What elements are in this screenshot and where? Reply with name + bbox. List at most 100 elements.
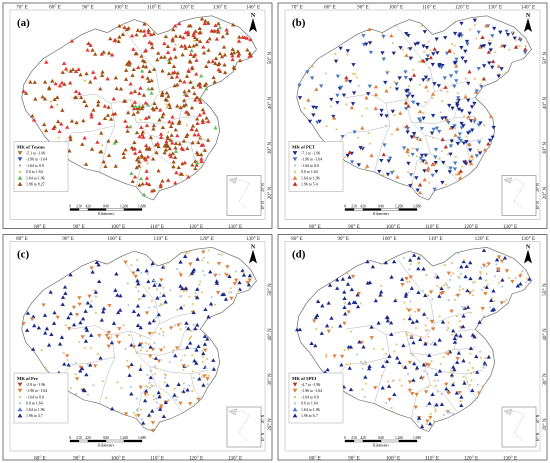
station-marker: [459, 394, 464, 399]
station-marker: [491, 307, 497, 311]
station-marker: [418, 83, 421, 86]
legend-item: 0.0 to 1.64: [293, 402, 318, 406]
lon-label-top: 120° E: [475, 235, 489, 242]
station-marker: [406, 281, 409, 284]
station-marker: [44, 128, 49, 133]
station-marker: [236, 53, 241, 58]
station-marker: [180, 147, 186, 152]
station-marker: [389, 332, 394, 337]
station-marker: [69, 387, 72, 390]
station-marker: [447, 48, 452, 53]
station-marker: [196, 140, 201, 145]
station-marker: [395, 126, 400, 131]
station-marker: [192, 323, 195, 326]
station-marker: [380, 374, 383, 377]
station-marker: [142, 59, 147, 64]
station-marker: [144, 169, 149, 173]
station-marker: [144, 294, 147, 297]
station-marker: [186, 88, 192, 93]
legend-symbol: [18, 395, 22, 399]
station-marker: [150, 261, 155, 266]
station-marker: [479, 272, 482, 275]
station-marker: [163, 381, 166, 384]
station-marker: [196, 344, 201, 348]
inset-land: [503, 177, 513, 184]
station-marker: [172, 47, 177, 51]
station-marker: [60, 295, 66, 299]
station-marker: [442, 284, 445, 287]
legend-item-label: 0.0 to 1.64: [301, 170, 318, 174]
station-marker: [60, 108, 65, 112]
station-marker: [159, 278, 164, 283]
station-marker: [135, 109, 140, 114]
station-marker: [482, 147, 488, 152]
station-marker: [153, 305, 156, 308]
station-marker: [195, 121, 200, 125]
station-marker: [467, 291, 473, 295]
station-marker: [443, 116, 448, 120]
scale-segment: [398, 439, 418, 443]
lon-label-bottom: 130° E: [503, 455, 517, 462]
station-marker: [422, 311, 427, 316]
map-frame: [284, 9, 541, 220]
station-marker: [93, 52, 98, 56]
station-marker: [193, 326, 198, 331]
station-marker: [225, 265, 230, 269]
province-border: [395, 256, 435, 324]
station-marker: [415, 188, 420, 193]
station-marker: [199, 136, 203, 139]
station-marker: [194, 292, 197, 295]
station-marker: [146, 373, 149, 376]
station-marker: [191, 85, 196, 89]
station-marker: [476, 391, 482, 396]
station-marker: [513, 45, 519, 49]
station-marker: [471, 158, 474, 161]
lon-label-top: 130° E: [521, 235, 535, 242]
station-marker: [499, 43, 505, 48]
station-marker: [163, 400, 168, 405]
station-marker: [403, 365, 408, 369]
station-marker: [338, 323, 343, 328]
station-marker: [306, 98, 311, 102]
station-marker: [66, 70, 69, 73]
station-marker: [89, 346, 93, 349]
station-marker: [203, 307, 208, 312]
china-map: [296, 15, 532, 201]
station-marker: [245, 280, 250, 285]
station-marker: [409, 263, 412, 266]
station-marker: [78, 368, 83, 373]
station-marker: [407, 388, 413, 393]
station-marker: [468, 158, 471, 161]
station-marker: [43, 330, 48, 335]
station-marker: [467, 130, 473, 134]
scale-tick-label: 1,260: [395, 205, 403, 210]
station-marker: [346, 53, 349, 56]
station-marker: [428, 290, 434, 295]
station-marker: [463, 162, 469, 166]
legend-symbol: [293, 395, 297, 399]
station-marker: [349, 105, 355, 110]
station-marker: [157, 407, 163, 411]
station-marker: [86, 363, 89, 366]
station-marker: [103, 164, 108, 169]
legend-item: -4.7 to -1.96: [292, 382, 320, 387]
legend-symbol: [17, 382, 23, 387]
station-marker: [342, 296, 347, 300]
station-marker: [230, 57, 235, 62]
inset-land: [228, 177, 238, 184]
station-marker: [73, 95, 78, 100]
station-markers: [21, 16, 254, 197]
legend-item-label: -5.1 to -1.96: [26, 152, 45, 156]
station-marker: [370, 264, 376, 269]
station-marker: [429, 343, 432, 346]
station-marker: [408, 280, 411, 283]
station-marker: [463, 60, 468, 64]
station-marker: [182, 160, 188, 165]
station-marker: [405, 149, 410, 154]
station-marker: [237, 58, 243, 63]
station-marker: [461, 165, 464, 168]
station-marker: [443, 36, 448, 40]
station-marker: [201, 250, 206, 255]
station-marker: [179, 322, 182, 325]
